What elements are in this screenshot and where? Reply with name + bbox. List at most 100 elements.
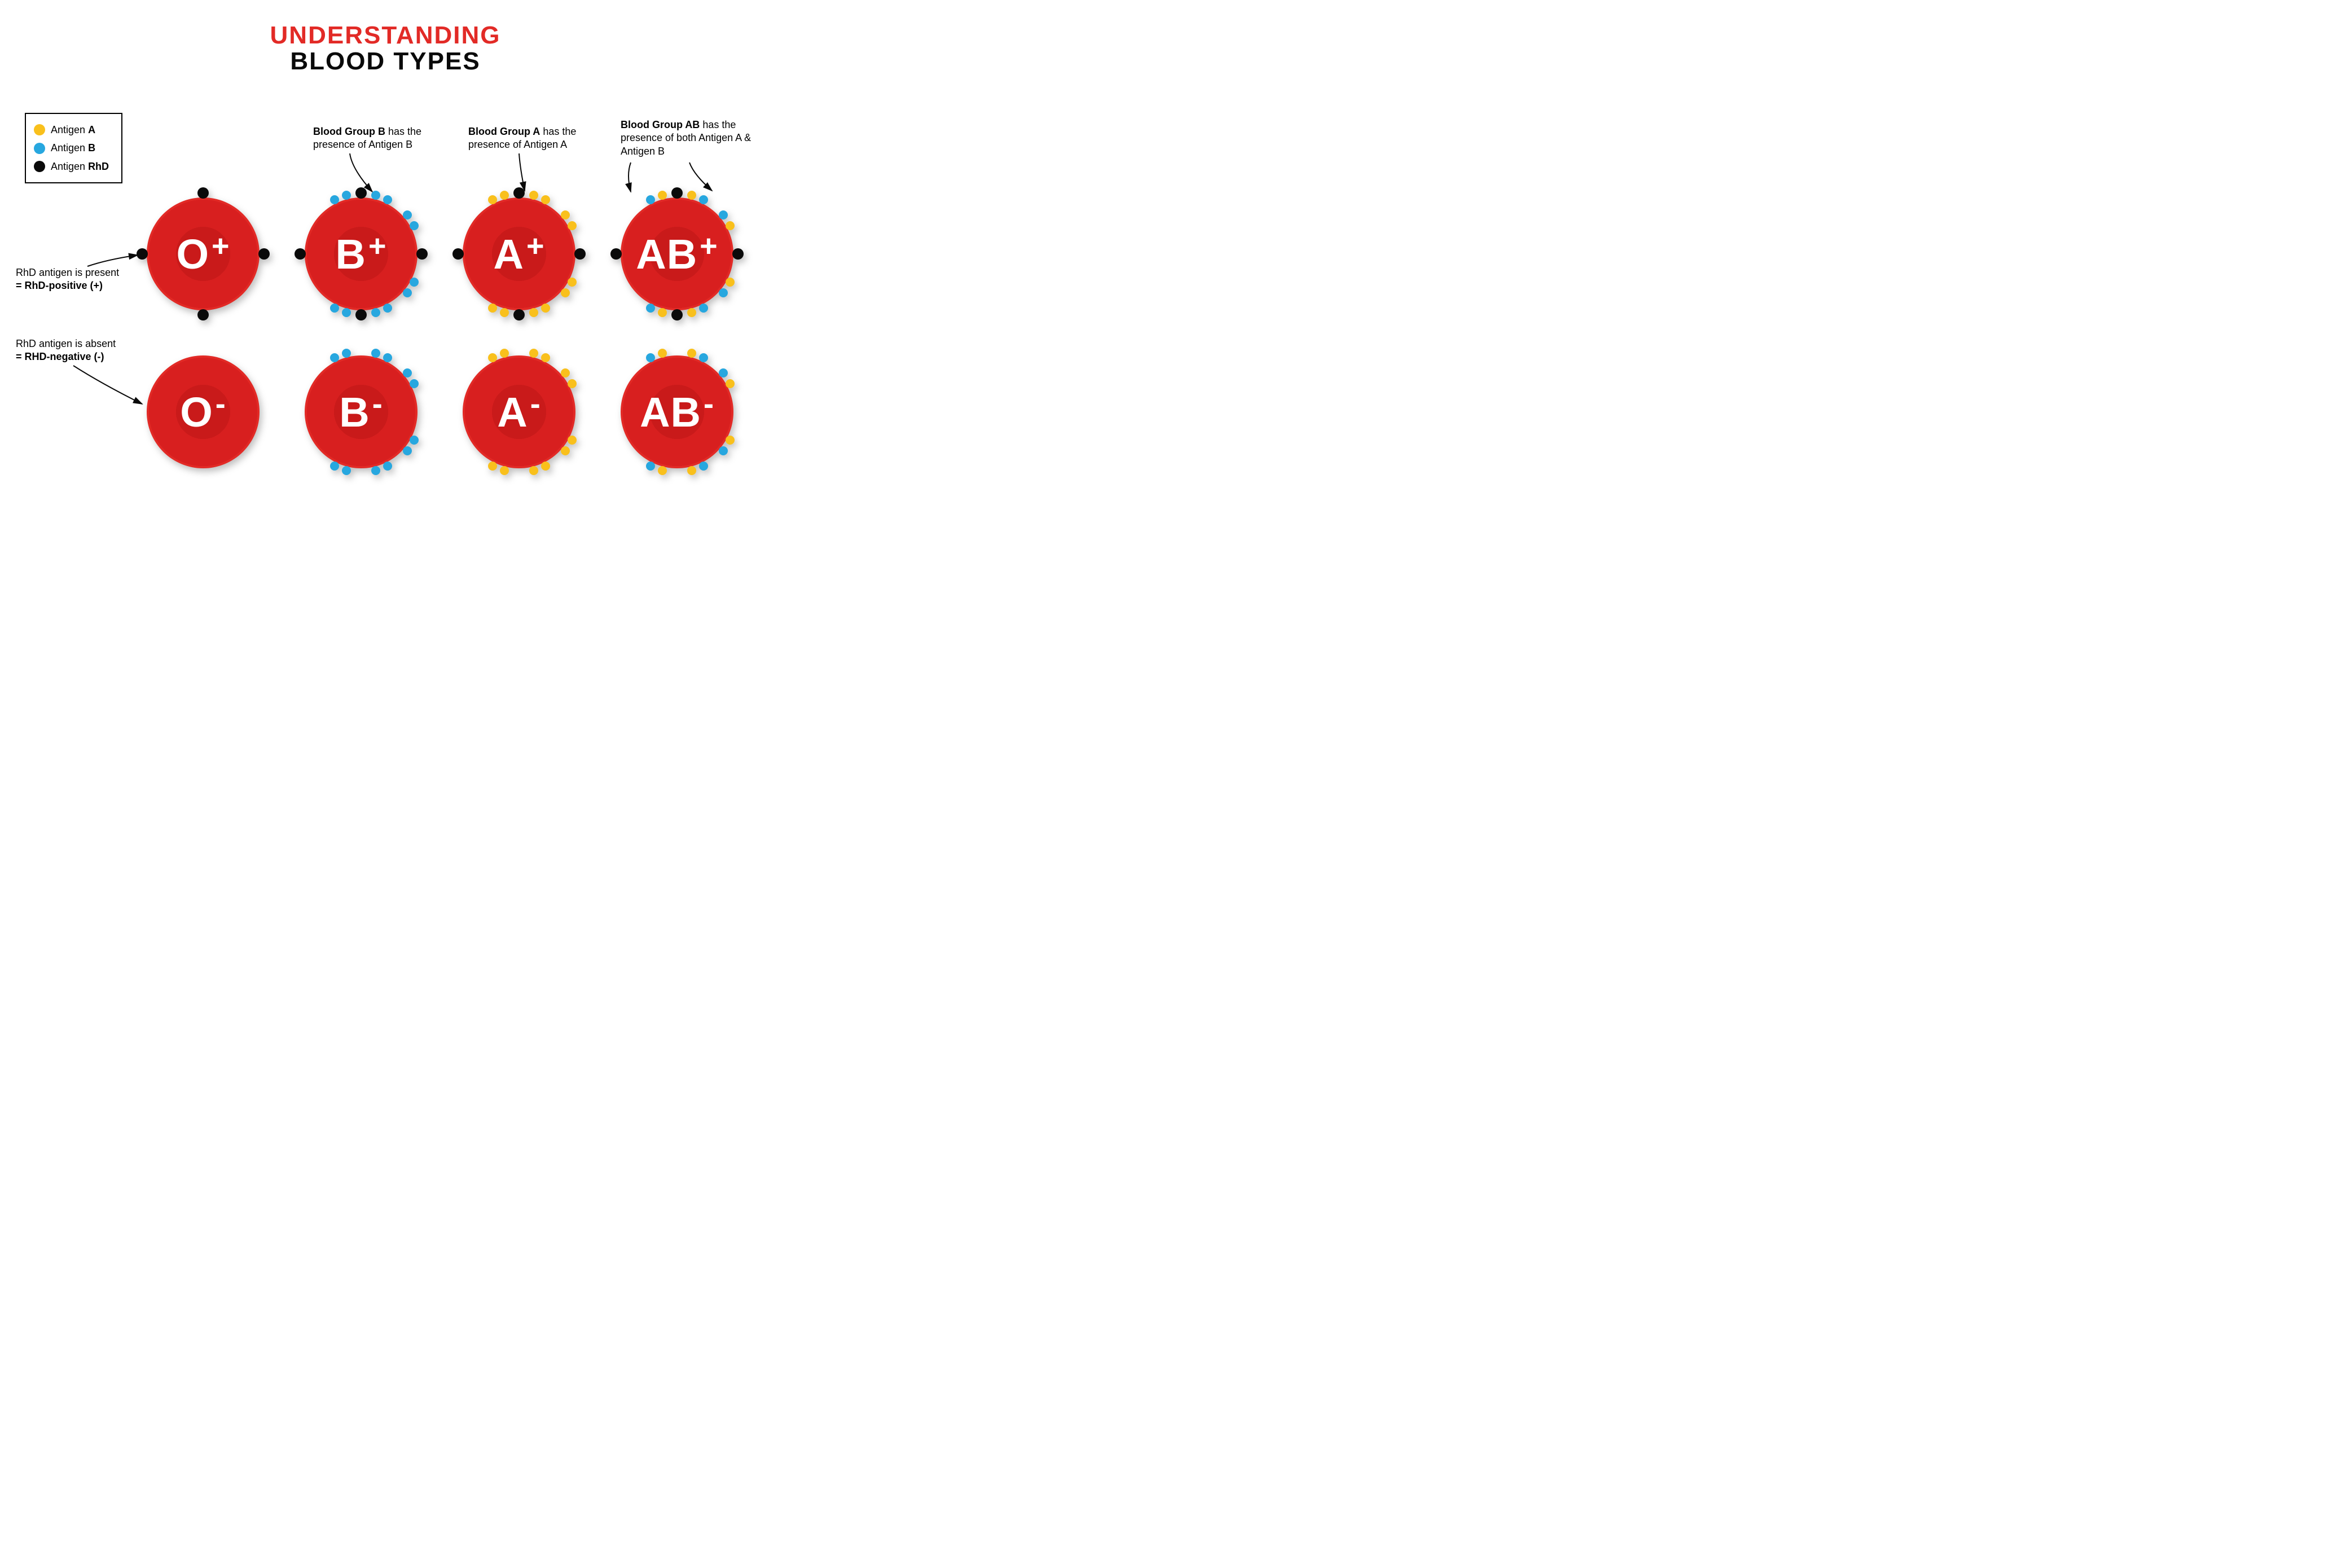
blood-cell-circle: AB+ [621,197,733,310]
antigen-b-dot [719,288,728,297]
antigen-b-dot [719,210,728,219]
blood-cell-sign: - [216,386,226,421]
antigen-a-dot [500,349,509,358]
antigen-b-dot [410,221,419,230]
antigen-b-dot [699,304,708,313]
antigen-rhd-dot [258,248,270,260]
antigen-rhd-dot [732,248,744,260]
antigen-b-dot [342,191,351,200]
antigen-rhd-dot [574,248,586,260]
antigen-b-dot [646,353,655,362]
blood-cell-O-: O- [130,339,276,485]
antigen-rhd-dot [416,248,428,260]
legend-label: Antigen B [51,139,95,157]
antigen-b-dot [410,278,419,287]
blood-cell-A+: A+ [446,181,592,327]
blood-cell-label: AB+ [636,230,718,278]
antigen-b-dot [371,349,380,358]
blood-cell-sign: + [700,229,718,263]
antigen-a-dot [488,304,497,313]
blood-cell-letter: A [494,230,524,278]
antigen-a-dot [658,308,667,317]
blood-cell-B-: B- [288,339,434,485]
antigen-b-dot [383,353,392,362]
blood-cell-sign: + [526,229,545,263]
antigen-a-dot [488,462,497,471]
blood-cell-label: A+ [494,230,545,278]
blood-cell-letter: A [497,388,528,436]
antigen-rhd-dot [197,309,209,320]
antigen-a-dot [568,278,577,287]
antigen-rhd-dot [355,187,367,199]
legend-label: Antigen RhD [51,157,109,175]
antigen-b-dot [403,288,412,297]
antigen-b-dot [371,466,380,475]
blood-cell-sign: - [530,386,541,421]
blood-cell-letter: AB [640,388,701,436]
antigen-a-dot [726,278,735,287]
annot-group-a-bold: Blood Group A [468,126,540,137]
blood-cell-letter: O [176,230,209,278]
antigen-b-dot [330,462,339,471]
antigen-a-dot [687,308,696,317]
antigen-rhd-dot [513,309,525,320]
blood-cell-sign: - [704,386,714,421]
blood-cell-label: B- [339,388,383,436]
antigen-b-dot [342,308,351,317]
annot-rhd-pos: RhD antigen is present = RhD-positive (+… [16,266,119,293]
antigen-b-dot [410,436,419,445]
antigen-a-dot [541,195,550,204]
antigen-b-dot [646,195,655,204]
blood-cell-letter: O [180,388,213,436]
antigen-a-dot [488,195,497,204]
antigen-rhd-dot [452,248,464,260]
antigen-b-dot [410,379,419,388]
blood-cell-label: B+ [336,230,387,278]
annot-group-b: Blood Group B has the presence of Antige… [313,125,437,152]
blood-cell-label: O+ [176,230,230,278]
antigen-rhd-dot [671,309,683,320]
antigen-b-dot [699,353,708,362]
antigen-b-dot [383,462,392,471]
blood-cell-AB+: AB+ [604,181,750,327]
blood-cell-circle: A+ [463,197,575,310]
antigen-a-dot [687,466,696,475]
antigen-a-dot [561,288,570,297]
antigen-rhd-dot [671,187,683,199]
blood-cell-circle: B- [305,355,418,468]
antigen-b-dot [403,368,412,377]
antigen-rhd-dot [355,309,367,320]
antigen-a-dot [726,379,735,388]
antigen-a-dot [529,308,538,317]
antigen-a-dot [561,446,570,455]
antigen-rhd-dot [197,187,209,199]
annot-rhd-neg-line1: RhD antigen is absent [16,338,116,349]
antigen-a-dot [687,349,696,358]
blood-cell-sign: - [372,386,383,421]
antigen-b-dot [646,462,655,471]
blood-cell-AB-: AB- [604,339,750,485]
antigen-b-dot [330,304,339,313]
blood-cell-B+: B+ [288,181,434,327]
title-line2: BLOOD TYPES [0,47,771,76]
antigen-b-dot [371,308,380,317]
title-block: UNDERSTANDING BLOOD TYPES [0,0,771,76]
antigen-b-dot [342,349,351,358]
blood-cell-letter: B [336,230,366,278]
antigen-b-dot [699,195,708,204]
antigen-b-dot [719,368,728,377]
annot-rhd-neg: RhD antigen is absent = RHD-negative (-) [16,337,116,364]
antigen-b-dot [330,353,339,362]
annot-group-ab: Blood Group AB has the presence of both … [621,118,756,158]
blood-cell-label: A- [497,388,540,436]
legend-dot-icon [34,143,45,154]
annot-group-ab-bold: Blood Group AB [621,119,700,130]
antigen-a-dot [561,210,570,219]
antigen-a-dot [658,466,667,475]
legend-row: Antigen RhD [34,157,109,175]
annot-group-b-bold: Blood Group B [313,126,385,137]
blood-cell-circle: B+ [305,197,418,310]
antigen-b-dot [383,304,392,313]
antigen-a-dot [541,462,550,471]
antigen-b-dot [719,446,728,455]
